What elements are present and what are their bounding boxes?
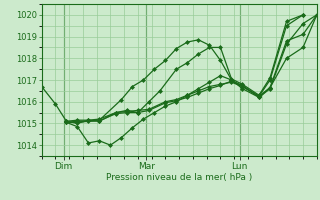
X-axis label: Pression niveau de la mer( hPa ): Pression niveau de la mer( hPa ) bbox=[106, 173, 252, 182]
